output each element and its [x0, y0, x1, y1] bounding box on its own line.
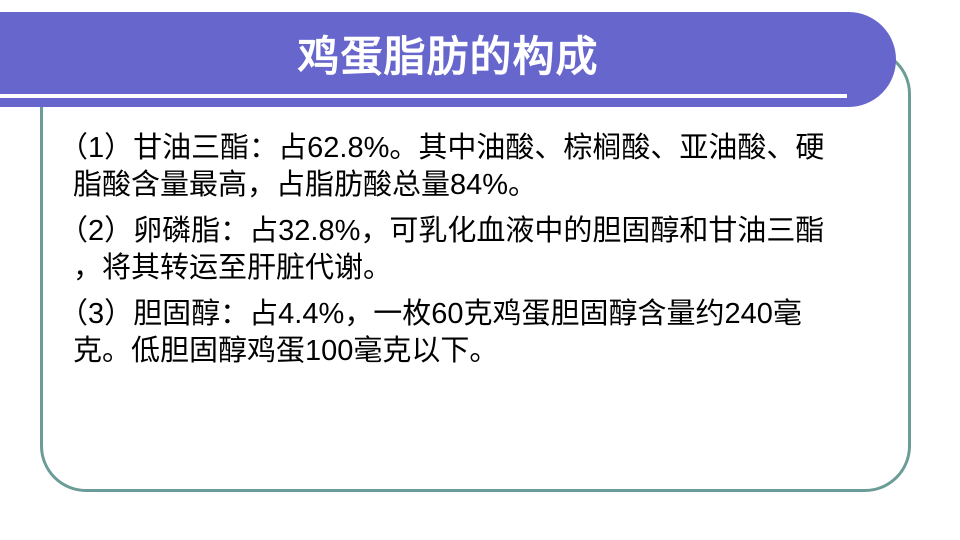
text-line: 克。低胆固醇鸡蛋100毫克以下。 [73, 335, 499, 367]
text-line: ，将其转运至肝脏代谢。 [73, 252, 393, 284]
bullet-paragraph-3: （3）胆固醇：占4.4%，一枚60克鸡蛋胆固醇含量约240毫 克。低胆固醇鸡蛋1… [59, 296, 901, 370]
title-banner: 鸡蛋脂肪的构成 [0, 12, 896, 107]
text-line: （1）甘油三酯：占62.8%。其中油酸、棕榈酸、亚油酸、硬 [59, 132, 825, 164]
text-line: （2）卵磷脂：占32.8%，可乳化血液中的胆固醇和甘油三酯 [59, 215, 825, 247]
text-line: 脂酸含量最高，占脂肪酸总量84%。 [73, 169, 538, 201]
page-title: 鸡蛋脂肪的构成 [297, 35, 599, 81]
bullet-paragraph-1: （1）甘油三酯：占62.8%。其中油酸、棕榈酸、亚油酸、硬 脂酸含量最高，占脂肪… [59, 130, 901, 204]
bullet-paragraph-2: （2）卵磷脂：占32.8%，可乳化血液中的胆固醇和甘油三酯 ，将其转运至肝脏代谢… [59, 213, 901, 287]
body-text-block: （1）甘油三酯：占62.8%。其中油酸、棕榈酸、亚油酸、硬 脂酸含量最高，占脂肪… [59, 130, 901, 379]
title-underline [0, 94, 847, 98]
text-line: （3）胆固醇：占4.4%，一枚60克鸡蛋胆固醇含量约240毫 [59, 298, 802, 330]
